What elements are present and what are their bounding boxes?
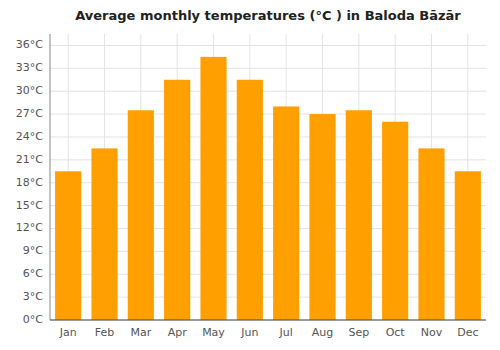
grid-line-y — [50, 68, 486, 69]
y-tick-label: 15°C — [16, 199, 43, 212]
bar — [346, 110, 372, 320]
grid-line-y — [50, 114, 486, 115]
x-tick-label: Mar — [130, 326, 151, 339]
y-tick-label: 6°C — [23, 267, 43, 280]
x-tick-label: Jul — [279, 326, 293, 339]
x-tick-label: Dec — [457, 326, 478, 339]
bar — [273, 106, 299, 320]
x-tick-label: Jun — [240, 326, 258, 339]
grid-line-y — [50, 45, 486, 46]
y-axis-line — [50, 34, 51, 320]
y-tick-label: 0°C — [23, 313, 43, 326]
grid-line-y — [50, 136, 486, 137]
bar — [200, 57, 226, 320]
grid-line-y — [50, 320, 486, 321]
y-tick-label: 33°C — [16, 61, 43, 74]
x-tick-label: Aug — [312, 326, 333, 339]
chart-title: Average monthly temperatures (°C ) in Ba… — [75, 8, 461, 23]
y-tick-label: 12°C — [16, 221, 43, 234]
bar — [418, 148, 444, 320]
x-axis-line — [50, 320, 486, 321]
bar — [455, 171, 481, 320]
y-tick-label: 27°C — [16, 107, 43, 120]
bar — [55, 171, 81, 320]
y-tick-label: 9°C — [23, 244, 43, 257]
bar — [128, 110, 154, 320]
x-tick-label: Oct — [386, 326, 406, 339]
y-tick-label: 21°C — [16, 153, 43, 166]
y-tick-label: 24°C — [16, 130, 43, 143]
x-tick-label: Apr — [168, 326, 188, 339]
x-tick-label: Nov — [421, 326, 443, 339]
x-tick-label: Sep — [348, 326, 369, 339]
axes: 0°C 3°C 6°C 9°C 12°C 15°C 18°C 21°C 24°C 27°C 30°C… — [16, 38, 479, 339]
grid — [50, 34, 486, 320]
chart-svg: 0°C 3°C 6°C 9°C 12°C 15°C 18°C 21°C 24°C 27°C 30°C… — [0, 0, 500, 350]
y-tick-label: 3°C — [23, 290, 43, 303]
bar — [382, 122, 408, 320]
bar — [309, 114, 335, 320]
y-tick-label: 30°C — [16, 84, 43, 97]
grid-line-y — [50, 91, 486, 92]
x-tick-label: May — [202, 326, 225, 339]
bars — [55, 57, 481, 320]
bar — [237, 80, 263, 320]
x-tick-label: Jan — [59, 326, 77, 339]
y-tick-label: 18°C — [16, 176, 43, 189]
bar — [91, 148, 117, 320]
bar — [164, 80, 190, 320]
y-tick-label: 36°C — [16, 38, 43, 51]
x-tick-label: Feb — [95, 326, 114, 339]
chart-container: 0°C 3°C 6°C 9°C 12°C 15°C 18°C 21°C 24°C 27°C 30°C… — [0, 0, 500, 350]
